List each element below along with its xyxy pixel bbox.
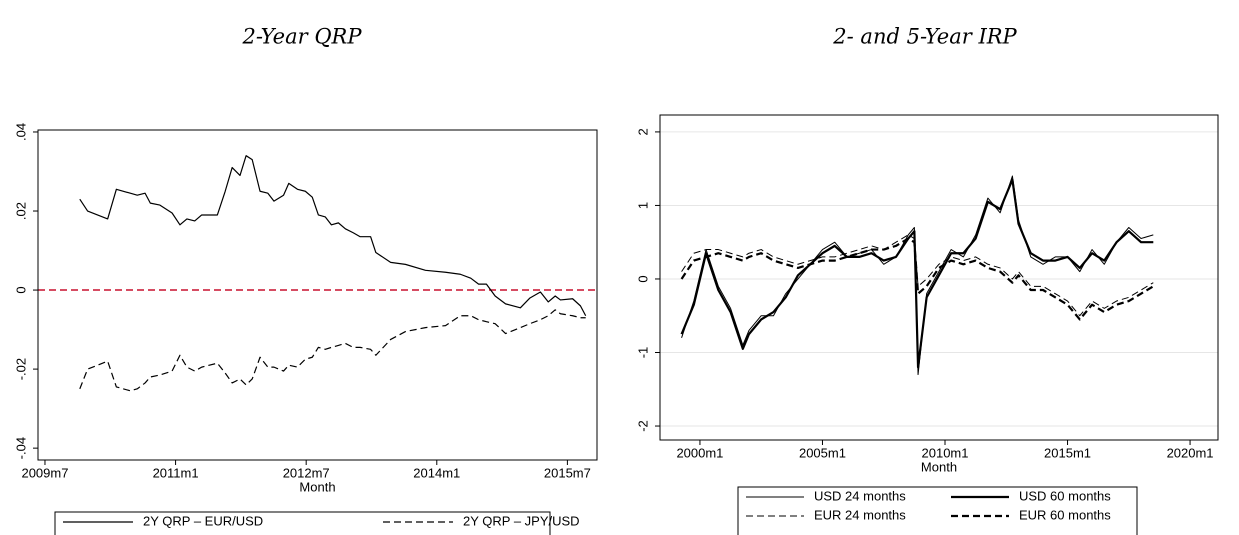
y-tick-label: -.04 <box>13 437 28 459</box>
x-tick-label: 2015m7 <box>544 465 591 480</box>
legend-label: EUR 24 months <box>814 507 906 522</box>
plot-frame <box>37 129 598 461</box>
x-tick-label: 2010m1 <box>922 445 969 460</box>
series-line <box>79 155 587 317</box>
series-line <box>79 309 586 392</box>
y-tick-label: -.02 <box>13 358 28 380</box>
legend-box <box>737 486 1138 535</box>
y-tick-label: .04 <box>13 123 28 141</box>
legend-label: EUR 60 months <box>1019 507 1111 522</box>
y-tick-label: -1 <box>635 347 650 359</box>
chart-title: 2- and 5-Year IRP <box>832 25 1017 49</box>
y-tick-label: .02 <box>13 202 28 220</box>
y-tick-label: 2 <box>635 128 650 135</box>
legend-box <box>54 511 551 535</box>
plot-frame <box>659 114 1219 441</box>
legend-label: 2Y QRP – JPY/USD <box>463 513 580 528</box>
x-tick-label: 2020m1 <box>1167 445 1214 460</box>
x-tick-label: 2012m7 <box>283 465 330 480</box>
x-tick-label: 2011m1 <box>153 465 199 480</box>
y-tick-label: -2 <box>635 420 650 432</box>
y-tick-label: 0 <box>635 275 650 282</box>
x-tick-label: 2000m1 <box>676 445 723 460</box>
series-line <box>680 237 1154 321</box>
x-axis-label: Month <box>299 479 335 494</box>
legend-label: 2Y QRP – EUR/USD <box>143 513 263 528</box>
x-tick-label: 2009m7 <box>21 465 68 480</box>
x-tick-label: 2014m1 <box>413 465 460 480</box>
x-tick-label: 2015m1 <box>1044 445 1091 460</box>
legend-label: USD 60 months <box>1019 488 1111 503</box>
legend-label: USD 24 months <box>814 488 906 503</box>
y-tick-label: 0 <box>13 286 28 293</box>
y-tick-label: 1 <box>635 202 650 209</box>
x-tick-label: 2005m1 <box>799 445 846 460</box>
chart-title: 2-Year QRP <box>241 25 362 49</box>
series-line <box>680 178 1154 369</box>
x-axis-label: Month <box>921 459 957 474</box>
